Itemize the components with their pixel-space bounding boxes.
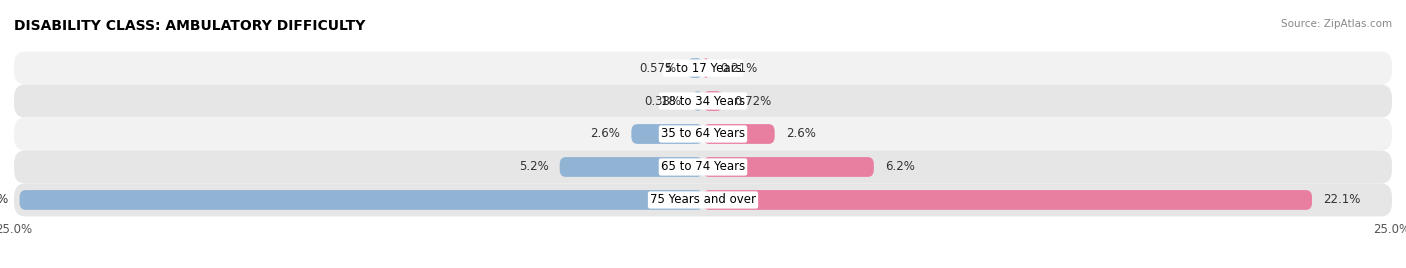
Text: 0.38%: 0.38%: [644, 95, 682, 107]
Text: Source: ZipAtlas.com: Source: ZipAtlas.com: [1281, 19, 1392, 29]
FancyBboxPatch shape: [20, 190, 703, 210]
Text: 24.8%: 24.8%: [0, 193, 8, 206]
FancyBboxPatch shape: [14, 84, 1392, 117]
FancyBboxPatch shape: [703, 190, 1312, 210]
Text: 18 to 34 Years: 18 to 34 Years: [661, 95, 745, 107]
Text: 0.21%: 0.21%: [720, 62, 756, 75]
Text: 2.6%: 2.6%: [591, 128, 620, 140]
FancyBboxPatch shape: [14, 151, 1392, 184]
Text: 5 to 17 Years: 5 to 17 Years: [665, 62, 741, 75]
FancyBboxPatch shape: [703, 58, 709, 78]
Text: 6.2%: 6.2%: [884, 161, 915, 173]
FancyBboxPatch shape: [703, 91, 723, 111]
FancyBboxPatch shape: [631, 124, 703, 144]
Text: 5.2%: 5.2%: [519, 161, 548, 173]
FancyBboxPatch shape: [14, 51, 1392, 84]
FancyBboxPatch shape: [14, 117, 1392, 151]
Text: 22.1%: 22.1%: [1323, 193, 1361, 206]
Text: 0.72%: 0.72%: [734, 95, 770, 107]
Text: 2.6%: 2.6%: [786, 128, 815, 140]
FancyBboxPatch shape: [703, 157, 875, 177]
Text: 35 to 64 Years: 35 to 64 Years: [661, 128, 745, 140]
FancyBboxPatch shape: [703, 124, 775, 144]
FancyBboxPatch shape: [560, 157, 703, 177]
Text: DISABILITY CLASS: AMBULATORY DIFFICULTY: DISABILITY CLASS: AMBULATORY DIFFICULTY: [14, 19, 366, 33]
Text: 65 to 74 Years: 65 to 74 Years: [661, 161, 745, 173]
FancyBboxPatch shape: [693, 91, 703, 111]
FancyBboxPatch shape: [688, 58, 703, 78]
Text: 75 Years and over: 75 Years and over: [650, 193, 756, 206]
FancyBboxPatch shape: [14, 184, 1392, 217]
Text: 0.57%: 0.57%: [640, 62, 676, 75]
